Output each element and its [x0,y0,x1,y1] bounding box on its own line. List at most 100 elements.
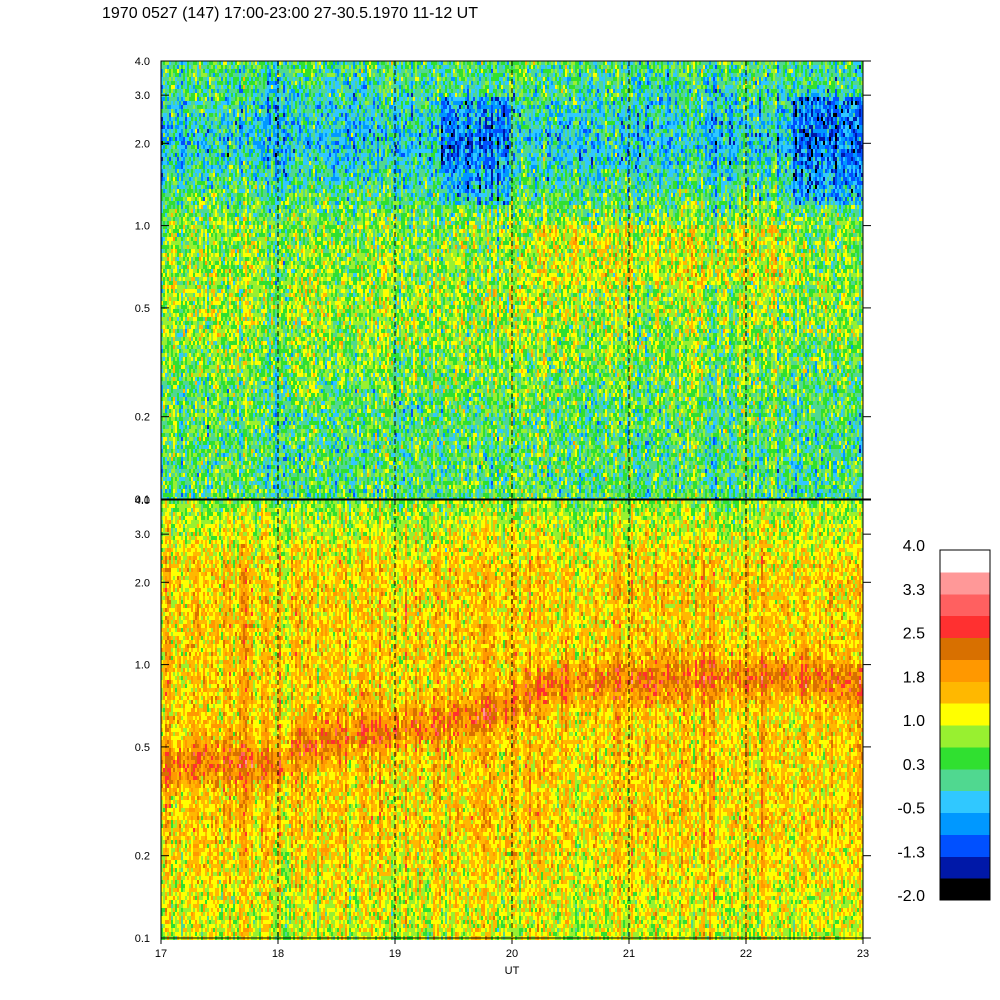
heatmap-cell [327,77,329,81]
heatmap-cell [731,61,733,65]
heatmap-cell [257,73,259,77]
heatmap-cell [377,77,379,81]
heatmap-cell [367,77,369,81]
heatmap-cell [449,69,451,73]
heatmap-cell [639,61,641,65]
heatmap-cell [531,73,533,77]
heatmap-cell [231,69,233,73]
heatmap-cell [521,73,523,77]
heatmap-cell [387,73,389,77]
heatmap-cell [479,61,481,65]
heatmap-cell [219,77,221,81]
heatmap-cell [717,69,719,73]
heatmap-cell [465,69,467,73]
heatmap-cell [579,61,581,65]
heatmap-cell [377,65,379,69]
heatmap-cell [637,61,639,65]
heatmap-cell [721,77,723,81]
heatmap-cell [643,61,645,65]
heatmap-cell [175,73,177,77]
heatmap-cell [561,69,563,73]
heatmap-cell [301,73,303,77]
heatmap-cell [415,73,417,77]
heatmap-cell [339,77,341,81]
heatmap-cell [437,69,439,73]
heatmap-cell [857,77,859,81]
heatmap-cell [223,73,225,77]
heatmap-cell [591,61,593,65]
heatmap-cell [273,77,275,81]
heatmap-cell [559,65,561,69]
heatmap-cell [519,65,521,69]
heatmap-cell [329,81,331,85]
heatmap-cell [599,65,601,69]
heatmap-cell [651,77,653,81]
heatmap-cell [845,65,847,69]
heatmap-cell [853,73,855,77]
heatmap-cell [799,73,801,77]
heatmap-cell [331,61,333,65]
heatmap-cell [371,61,373,65]
heatmap-cell [489,69,491,73]
heatmap-cell [505,77,507,81]
heatmap-cell [385,81,387,85]
heatmap-cell [481,77,483,81]
heatmap-cell [599,61,601,65]
heatmap-cell [323,69,325,73]
heatmap-cell [535,73,537,77]
heatmap-cell [359,77,361,81]
heatmap-cell [839,77,841,81]
heatmap-cell [425,65,427,69]
heatmap-cell [667,73,669,77]
heatmap-cell [825,61,827,65]
heatmap-cell [279,65,281,69]
heatmap-cell [281,73,283,77]
heatmap-cell [853,65,855,69]
heatmap-cell [359,73,361,77]
heatmap-cell [829,65,831,69]
heatmap-cell [655,73,657,77]
heatmap-cell [781,61,783,65]
heatmap-cell [633,69,635,73]
heatmap-cell [377,69,379,73]
heatmap-cell [375,61,377,65]
heatmap-cell [475,73,477,77]
heatmap-cell [267,77,269,81]
heatmap-cell [383,81,385,85]
heatmap-cell [855,69,857,73]
heatmap-cell [713,65,715,69]
heatmap-cell [401,81,403,85]
heatmap-cell [859,77,861,81]
heatmap-cell [199,69,201,73]
heatmap-cell [319,69,321,73]
heatmap-cell [341,69,343,73]
heatmap-cell [577,77,579,81]
heatmap-cell [199,73,201,77]
heatmap-cell [499,69,501,73]
heatmap-cell [283,73,285,77]
heatmap-cell [275,65,277,69]
heatmap-cell [541,65,543,69]
heatmap-cell [833,69,835,73]
heatmap-cell [425,73,427,77]
heatmap-cell [383,69,385,73]
heatmap-cell [707,77,709,81]
heatmap-cell [827,61,829,65]
heatmap-cell [167,61,169,65]
heatmap-cell [313,61,315,65]
heatmap-cell [533,61,535,65]
heatmap-cell [593,73,595,77]
heatmap-cell [641,73,643,77]
heatmap-cell [857,69,859,73]
heatmap-cell [449,77,451,81]
heatmap-cell [693,77,695,81]
heatmap-cell [821,73,823,77]
heatmap-cell [603,65,605,69]
heatmap-cell [545,61,547,65]
heatmap-cell [193,65,195,69]
heatmap-cell [659,65,661,69]
heatmap-cell [381,61,383,65]
heatmap-cell [767,73,769,77]
heatmap-cell [269,77,271,81]
heatmap-cell [611,73,613,77]
